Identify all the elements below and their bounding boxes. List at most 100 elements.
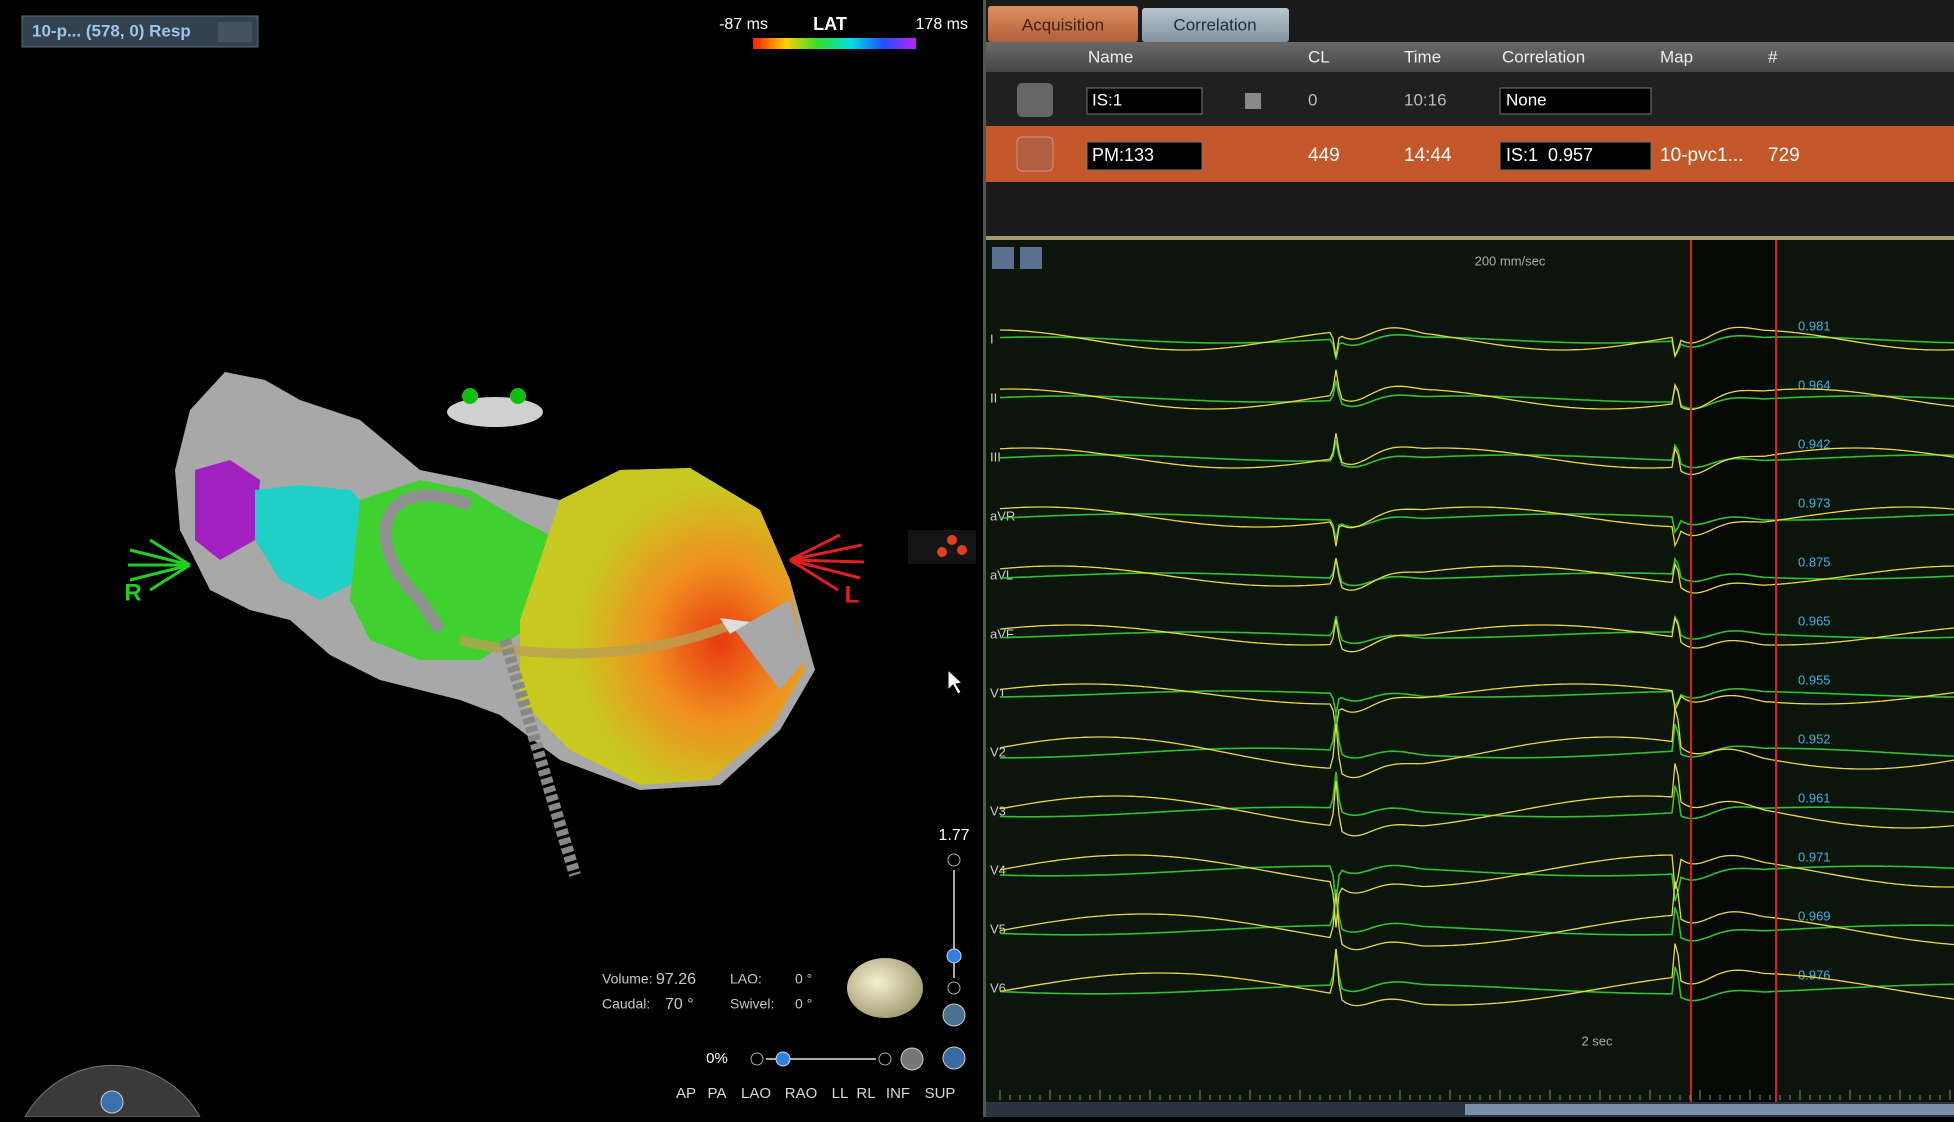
- orientation-l: L: [845, 581, 860, 608]
- row-time: 10:16: [1404, 90, 1447, 109]
- zoom-out[interactable]: [947, 981, 961, 995]
- name-select[interactable]: [1086, 87, 1203, 115]
- correlation-select[interactable]: [1499, 87, 1652, 115]
- swivel-label: Swivel:: [730, 996, 774, 1012]
- map-selector-label: 10-p... (578, 0) Resp: [32, 21, 191, 40]
- divider: [983, 0, 986, 1117]
- lead-correlation: 0.973: [1798, 495, 1831, 510]
- rotate-button[interactable]: [942, 1003, 966, 1027]
- lead-correlation: 0.965: [1798, 613, 1831, 628]
- ecg-trace-yellow: [999, 369, 1954, 411]
- ecg-trace-green: [1000, 333, 1954, 360]
- ecg-trace-yellow: [999, 854, 1954, 928]
- opacity-value: 0%: [706, 1050, 728, 1067]
- name-select[interactable]: [1086, 141, 1203, 171]
- view-button[interactable]: SUP: [925, 1085, 956, 1102]
- zoom-value: 1.77: [938, 827, 969, 844]
- time-scale: 2 sec: [1581, 1033, 1613, 1048]
- lao-value: 0 °: [795, 971, 812, 987]
- table-header: [986, 42, 1954, 72]
- body-marker: [447, 397, 543, 427]
- nav-center[interactable]: [100, 1090, 124, 1114]
- view-button[interactable]: LL: [832, 1085, 849, 1102]
- column-header: Map: [1660, 47, 1693, 66]
- lead-label: V4: [990, 862, 1006, 877]
- row-icon: [1016, 136, 1054, 172]
- row-correlation: IS:1 0.957: [1506, 145, 1593, 165]
- ecg-trace-yellow: [999, 763, 1954, 837]
- lead-correlation: 0.969: [1798, 908, 1831, 923]
- correlation-select[interactable]: [1499, 141, 1652, 171]
- lead-label: V2: [990, 744, 1006, 759]
- opacity-plus[interactable]: [878, 1052, 892, 1066]
- column-header: #: [1768, 47, 1778, 66]
- selector-icon[interactable]: [218, 22, 252, 42]
- reset-button[interactable]: [942, 1046, 966, 1070]
- mouse-cursor: [947, 668, 964, 695]
- tab-label: Acquisition: [1022, 15, 1104, 34]
- sweep-speed: 200 mm/sec: [1475, 253, 1546, 268]
- view-buttons: AP PA LAO RAO LL RL INF SUP: [676, 1085, 955, 1102]
- row-map: 10-pvc1...: [1660, 145, 1743, 166]
- view-button[interactable]: RL: [856, 1085, 875, 1102]
- opacity-minus[interactable]: [750, 1052, 764, 1066]
- column-header: Correlation: [1502, 47, 1585, 66]
- row-cl: 0: [1308, 90, 1317, 109]
- tab-label: Correlation: [1173, 15, 1256, 34]
- lao-label: LAO:: [730, 971, 762, 987]
- lat-colorbar: [753, 38, 916, 49]
- ecg-trace-yellow: [999, 708, 1954, 779]
- row-name: IS:1: [1092, 90, 1122, 109]
- lead-label: aVR: [990, 508, 1015, 523]
- ecg-trace-green: [999, 440, 1954, 469]
- column-headers: Name CL Time Correlation Map #: [1088, 47, 1778, 66]
- ecg-trace-yellow: [999, 326, 1954, 358]
- row-time: 14:44: [1404, 145, 1452, 166]
- lead-correlation: 0.976: [1798, 967, 1831, 982]
- zoom-knob[interactable]: [946, 948, 962, 964]
- scroll-thumb[interactable]: [1465, 1104, 1954, 1115]
- opacity-knob[interactable]: [775, 1051, 791, 1067]
- arrow-left: [789, 533, 865, 592]
- ecg-trace-green: [1000, 714, 1954, 759]
- time-ruler: [999, 1090, 1951, 1100]
- heart-model: [175, 372, 815, 877]
- view-button[interactable]: PA: [708, 1085, 727, 1102]
- view-button[interactable]: LAO: [741, 1085, 771, 1102]
- ecg-trace-green: [999, 614, 1954, 645]
- lead-label: III: [990, 449, 1001, 464]
- tab[interactable]: [988, 6, 1138, 42]
- lead-label: I: [990, 331, 994, 346]
- opacity-button[interactable]: [900, 1047, 924, 1071]
- view-button[interactable]: RAO: [785, 1085, 818, 1102]
- ecg-trace-yellow: [999, 881, 1954, 951]
- ecg-trace-green: [999, 948, 1954, 1002]
- checkbox[interactable]: [1245, 93, 1261, 109]
- ecg-trace-green: [999, 889, 1954, 942]
- row-cl: 449: [1308, 145, 1340, 166]
- ecg-traces: I0.981II0.964III0.942aVR0.973aVL0.875aVF…: [990, 318, 1954, 1007]
- view-button[interactable]: INF: [886, 1085, 910, 1102]
- tool-button[interactable]: [1020, 247, 1042, 269]
- lat-title: LAT: [813, 14, 847, 34]
- zoom-in[interactable]: [947, 853, 961, 867]
- swivel-value: 0 °: [795, 996, 812, 1012]
- lead-correlation: 0.981: [1798, 318, 1831, 333]
- lead-correlation: 0.952: [1798, 731, 1831, 746]
- tool-button[interactable]: [992, 247, 1014, 269]
- ecg-trace-green: [999, 771, 1954, 820]
- volume-value: 97.26: [656, 971, 696, 988]
- column-header: Time: [1404, 47, 1441, 66]
- ecg-trace-yellow: [999, 943, 1954, 1007]
- ecg-trace-yellow: [999, 615, 1954, 653]
- widget-dot: [937, 547, 947, 557]
- view-button[interactable]: AP: [676, 1085, 696, 1102]
- lead-correlation: 0.961: [1798, 790, 1831, 805]
- tab[interactable]: [1142, 8, 1289, 42]
- splitter: [986, 236, 1954, 240]
- caudal-value: 70 °: [665, 996, 694, 1013]
- ecg-trace-green: [999, 380, 1954, 410]
- marker-dot: [462, 388, 478, 404]
- row-count: 729: [1768, 145, 1800, 166]
